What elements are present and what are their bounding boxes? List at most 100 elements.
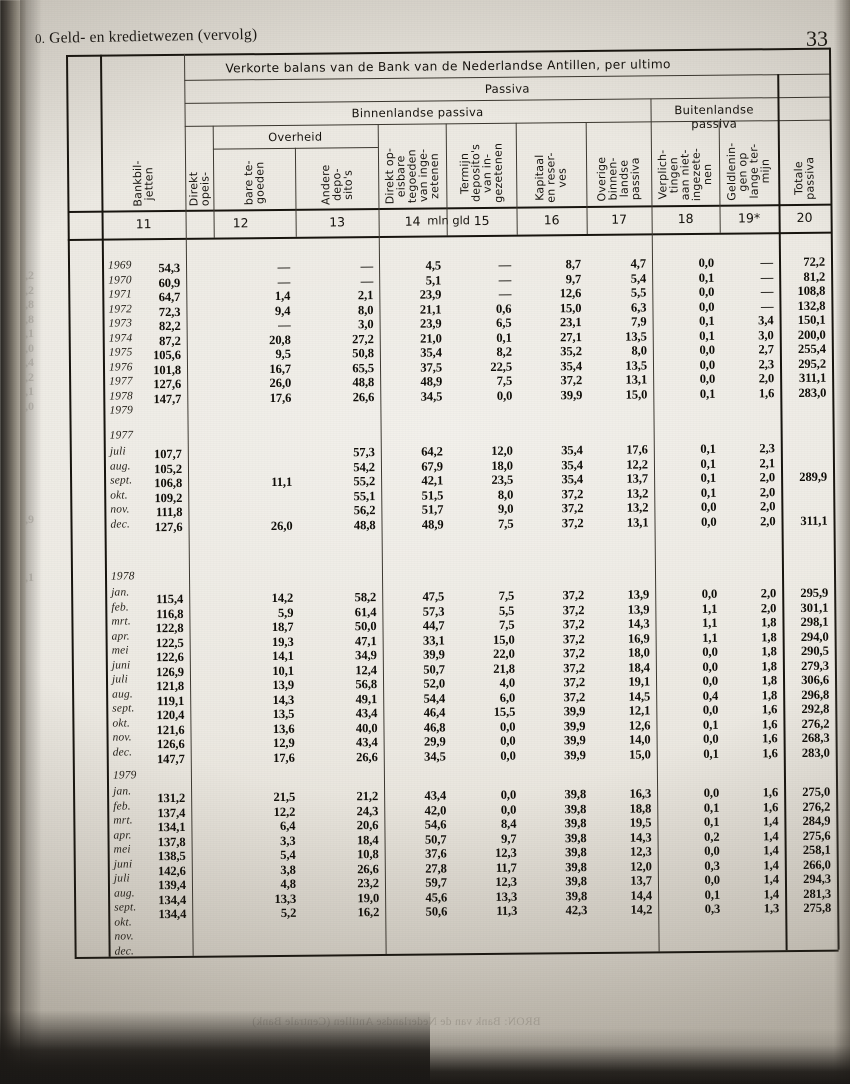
data-cell: — bbox=[760, 284, 774, 299]
data-cell: 37,5 bbox=[420, 359, 443, 375]
data-cell: 19,1 bbox=[628, 674, 651, 689]
data-cell: 13,7 bbox=[626, 471, 649, 486]
data-cell: 19,0 bbox=[357, 890, 380, 905]
data-cell: — bbox=[498, 272, 512, 287]
data-cell: 35,4 bbox=[560, 358, 583, 373]
data-cell: 4,5 bbox=[425, 258, 442, 273]
data-cell: 1,6 bbox=[761, 702, 778, 717]
data-cell: 13,1 bbox=[625, 372, 648, 387]
vrule-c14 bbox=[377, 124, 387, 954]
data-cell: 200,0 bbox=[797, 327, 826, 342]
data-cell: — bbox=[498, 286, 512, 301]
data-cell: 13,9 bbox=[627, 587, 650, 602]
data-cell: 18,4 bbox=[356, 832, 379, 847]
data-cell: 22,0 bbox=[493, 646, 515, 661]
column-number-14: 14 bbox=[404, 213, 421, 229]
data-cell: 1,4 bbox=[763, 828, 779, 843]
data-cell: 296,8 bbox=[801, 687, 830, 702]
data-cell: 37,2 bbox=[562, 588, 585, 603]
data-cell: 295,9 bbox=[800, 585, 829, 600]
data-cell: 3,0 bbox=[758, 327, 774, 342]
data-cell: 65,5 bbox=[352, 360, 375, 375]
data-cell: 14,3 bbox=[272, 692, 295, 707]
data-cell: 2,1 bbox=[357, 288, 374, 303]
rule-under-colnums bbox=[67, 231, 832, 242]
data-cell: 37,6 bbox=[424, 846, 447, 861]
data-cell: 2,0 bbox=[759, 470, 776, 485]
data-cell: 37,2 bbox=[563, 646, 585, 661]
data-cell: 1,1 bbox=[701, 615, 718, 630]
colhead-12b: bare te- goeden bbox=[213, 151, 296, 206]
data-cell: 2,0 bbox=[759, 484, 776, 499]
data-cell: 1,4 bbox=[763, 886, 780, 901]
data-cell: 19,5 bbox=[629, 815, 652, 830]
data-cell: 23,9 bbox=[419, 316, 442, 331]
data-cell: 21,0 bbox=[420, 330, 442, 346]
data-cell: 0,0 bbox=[500, 787, 517, 802]
data-cell: 39,8 bbox=[565, 874, 588, 889]
data-cell: 12,3 bbox=[495, 874, 518, 889]
data-cell: 14,0 bbox=[628, 732, 651, 747]
data-cell: 35,4 bbox=[561, 457, 584, 472]
data-cell: 46,8 bbox=[423, 719, 446, 735]
data-cell: 0,0 bbox=[704, 843, 720, 858]
data-cell: 7,5 bbox=[498, 617, 515, 632]
data-cell: 18,7 bbox=[271, 619, 294, 635]
data-cell: 1,6 bbox=[762, 785, 779, 800]
data-cell: 6,5 bbox=[496, 315, 512, 330]
data-cell: 55,2 bbox=[353, 474, 376, 489]
data-cell: 64,2 bbox=[421, 444, 443, 459]
data-cell: 39,8 bbox=[564, 830, 587, 845]
data-cell: 17,6 bbox=[269, 390, 292, 405]
data-cell: 0,0 bbox=[702, 673, 719, 688]
data-cell: 0,0 bbox=[496, 388, 513, 403]
data-cell: 23,9 bbox=[419, 287, 442, 302]
data-cell: 37,2 bbox=[563, 689, 586, 704]
data-cell: 5,4 bbox=[280, 847, 296, 862]
page-number: 33 bbox=[806, 26, 828, 51]
column-number-15: 15 bbox=[473, 212, 490, 229]
data-cell: 50,6 bbox=[425, 904, 448, 919]
colhead-13: Andere depo- sito's bbox=[295, 150, 379, 205]
data-cell: 21,1 bbox=[419, 301, 442, 317]
data-cell: 1,8 bbox=[761, 658, 777, 673]
data-cell: 7,9 bbox=[631, 314, 647, 329]
data-cell: 2,0 bbox=[758, 371, 775, 386]
data-cell: 26,0 bbox=[269, 375, 292, 391]
colhead-13-label: Andere depo- sito's bbox=[318, 163, 355, 205]
data-cell: 37,2 bbox=[563, 675, 586, 690]
data-cell: 284,9 bbox=[802, 813, 831, 828]
subgroup-overheid: Overheid bbox=[268, 129, 323, 145]
data-cell: 27,1 bbox=[560, 329, 582, 344]
data-cell: 306,6 bbox=[801, 672, 830, 687]
data-cell: 35,2 bbox=[560, 344, 582, 359]
data-cell: 43,4 bbox=[355, 706, 378, 721]
data-cell: 0,0 bbox=[700, 514, 717, 529]
data-cell: 7,5 bbox=[497, 516, 514, 531]
data-cell: 13,3 bbox=[495, 889, 518, 904]
data-cell: 150,1 bbox=[797, 312, 826, 327]
data-cell: 0,0 bbox=[702, 659, 718, 674]
data-cell: 51,7 bbox=[421, 502, 444, 517]
data-cell: 127,6 bbox=[154, 519, 183, 534]
data-cell: 21,5 bbox=[273, 789, 296, 805]
data-cell: 39,8 bbox=[564, 816, 587, 831]
data-cell: 24,3 bbox=[356, 803, 379, 818]
data-cell: 20,6 bbox=[356, 818, 379, 833]
data-cell: 0,1 bbox=[700, 441, 716, 456]
data-cell: 20,8 bbox=[269, 332, 291, 347]
data-cell: 13,2 bbox=[626, 485, 649, 501]
colhead-20-label: Totale passiva bbox=[791, 156, 817, 200]
data-cell: 2,3 bbox=[758, 356, 775, 371]
data-cell: 39,8 bbox=[564, 845, 587, 860]
data-cell: 0,1 bbox=[699, 386, 716, 401]
data-cell: 37,2 bbox=[562, 602, 585, 617]
data-cell: 1,3 bbox=[763, 901, 780, 916]
data-cell: 7,5 bbox=[498, 588, 515, 603]
balance-sheet-table: Verkorte balans van de Bank van de Neder… bbox=[66, 47, 840, 965]
data-cell: 298,1 bbox=[800, 614, 829, 629]
data-cell: 5,9 bbox=[277, 605, 294, 620]
data-cell: 0,0 bbox=[700, 499, 717, 514]
data-cell: 43,4 bbox=[424, 788, 447, 803]
data-cell: 0,1 bbox=[699, 328, 715, 343]
